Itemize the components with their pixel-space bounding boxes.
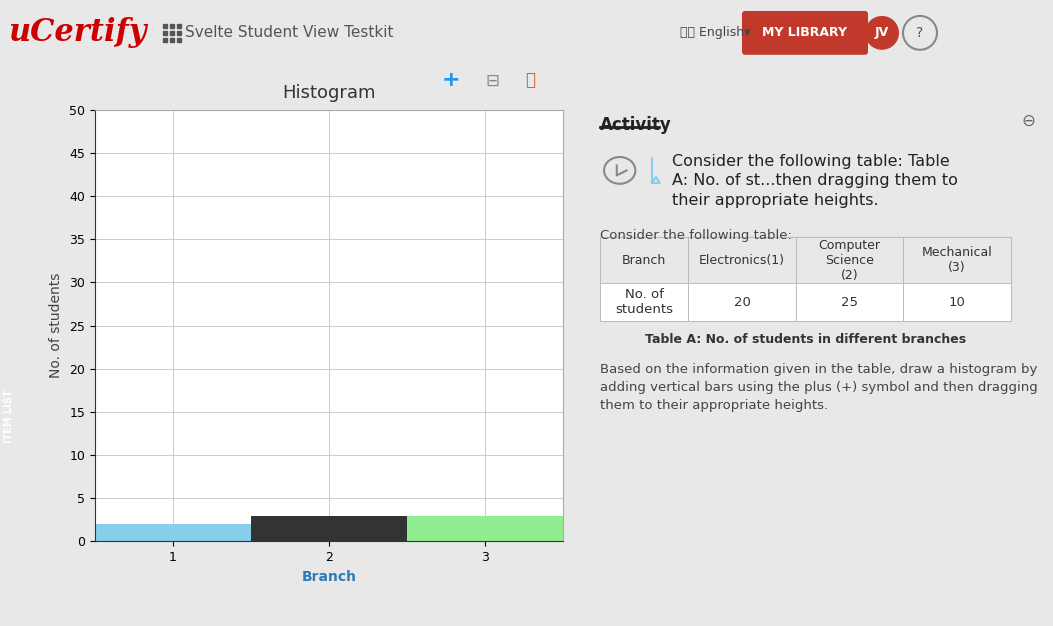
Text: Computer
Science
(2): Computer Science (2) (818, 239, 880, 282)
FancyBboxPatch shape (600, 284, 689, 321)
Text: Electronics(1): Electronics(1) (699, 254, 784, 267)
Text: 25: 25 (841, 295, 858, 309)
Bar (95, 524, 251, 541)
FancyBboxPatch shape (903, 237, 1011, 284)
Text: ⊟: ⊟ (485, 71, 499, 90)
Text: Mechanical
(3): Mechanical (3) (921, 246, 993, 274)
Text: +: + (441, 71, 460, 90)
Text: ?: ? (916, 26, 923, 40)
Text: ITEM LIST: ITEM LIST (4, 389, 15, 443)
FancyBboxPatch shape (600, 237, 1011, 284)
FancyBboxPatch shape (796, 237, 903, 284)
FancyBboxPatch shape (903, 284, 1011, 321)
Text: JV: JV (875, 26, 889, 39)
Text: 20: 20 (734, 295, 751, 309)
Text: uCertify: uCertify (8, 18, 146, 48)
Text: Consider the following table:: Consider the following table: (600, 229, 792, 242)
Text: MY LIBRARY: MY LIBRARY (762, 26, 848, 39)
Bar (251, 516, 408, 541)
FancyBboxPatch shape (689, 284, 796, 321)
Circle shape (865, 16, 899, 50)
Text: Consider the following table: Table
A: No. of st...then dragging them to
their a: Consider the following table: Table A: N… (672, 154, 957, 208)
Bar (408, 516, 563, 541)
Text: Branch: Branch (622, 254, 667, 267)
Text: No. of
students: No. of students (615, 288, 673, 316)
Text: ⊖: ⊖ (1021, 112, 1035, 130)
Text: Based on the information given in the table, draw a histogram by adding vertical: Based on the information given in the ta… (600, 362, 1038, 412)
FancyBboxPatch shape (689, 237, 796, 284)
Title: Histogram: Histogram (282, 85, 376, 103)
Text: Table A: No. of students in different branches: Table A: No. of students in different br… (645, 334, 966, 346)
Text: 🗑: 🗑 (525, 71, 535, 90)
Text: 10: 10 (949, 295, 966, 309)
FancyBboxPatch shape (742, 11, 868, 55)
Y-axis label: No. of students: No. of students (49, 273, 63, 378)
Text: Svelte Student View Testkit: Svelte Student View Testkit (185, 26, 394, 40)
Text: Activity: Activity (600, 116, 672, 134)
X-axis label: Branch: Branch (301, 570, 357, 584)
FancyBboxPatch shape (600, 237, 689, 284)
FancyBboxPatch shape (796, 284, 903, 321)
Text: 🇺🇸 English▾: 🇺🇸 English▾ (680, 26, 751, 39)
